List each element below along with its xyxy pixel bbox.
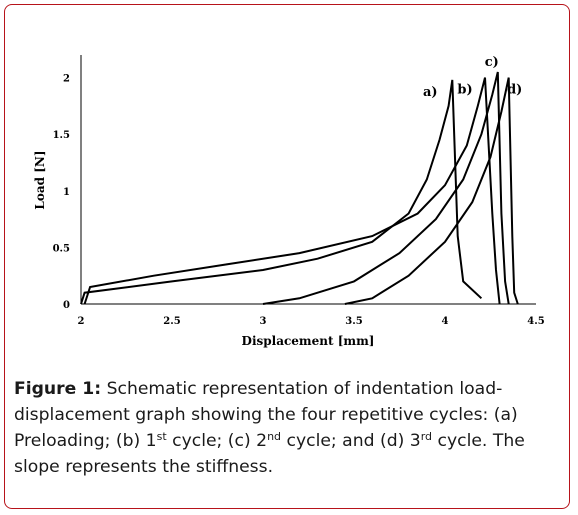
- caption-sup-st: st: [156, 430, 167, 443]
- x-tick-label: 4.5: [527, 316, 544, 327]
- x-tick-label: 3: [260, 316, 267, 327]
- series-labels: a) b) c) d): [423, 55, 522, 100]
- caption-text: Schematic representation of indentation …: [14, 379, 518, 451]
- x-axis-label: Displacement [mm]: [242, 334, 375, 348]
- figure-caption: Figure 1: Schematic representation of in…: [14, 376, 562, 480]
- caption-text-2: cycle; (c) 2: [166, 431, 268, 451]
- y-tick-labels: 0 0.5 1 1.5 2: [53, 74, 70, 311]
- x-tick-label: 4: [442, 316, 449, 327]
- caption-sup-rd: rd: [420, 430, 433, 443]
- caption-label: Figure 1:: [14, 379, 102, 399]
- y-tick-label: 0: [63, 300, 70, 311]
- series-label: b): [457, 83, 472, 98]
- x-tick-label: 3.5: [345, 316, 362, 327]
- y-tick-label: 0.5: [53, 243, 70, 254]
- caption-sup-nd: nd: [267, 430, 282, 443]
- y-tick-label: 1: [63, 187, 70, 198]
- y-axis-label: Load [N]: [33, 150, 47, 209]
- series-line-3: [344, 77, 519, 305]
- series-line-1: [83, 77, 501, 305]
- series-line-2: [262, 71, 510, 305]
- caption-text-4: cycle. The slope represents the stiffnes…: [14, 431, 525, 477]
- x-tick-labels: 2 2.5 3 3.5 4 4.5: [78, 316, 545, 327]
- series-label: c): [485, 55, 499, 70]
- x-tick-label: 2.5: [163, 316, 180, 327]
- series-label: a): [423, 85, 438, 100]
- x-tick-label: 2: [78, 316, 85, 327]
- series-line-0: [80, 79, 483, 305]
- figure-frame: [4, 4, 570, 509]
- series-label: d): [507, 83, 522, 98]
- series-lines: [80, 71, 519, 305]
- y-tick-label: 1.5: [53, 130, 70, 141]
- caption-text-3: cycle; and (d) 3: [281, 431, 421, 451]
- y-tick-label: 2: [63, 74, 70, 85]
